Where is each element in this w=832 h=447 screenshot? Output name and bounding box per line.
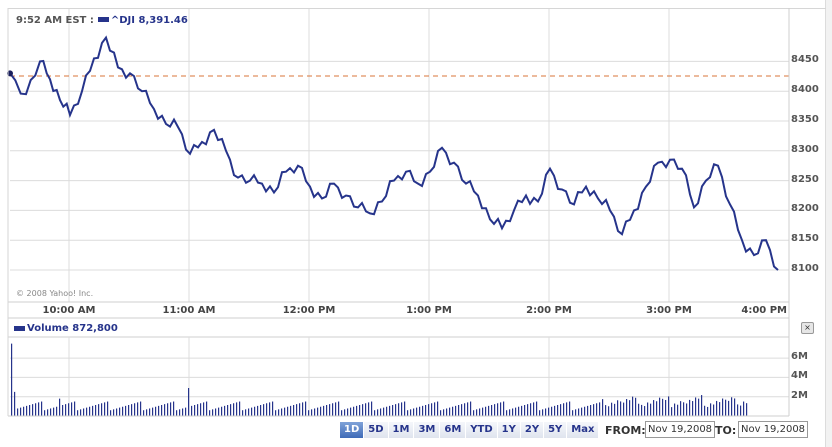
time-tick-label: 4:00 PM (741, 305, 787, 316)
volume-tick-label: 2M (791, 389, 808, 401)
time-tick-label: 2:00 PM (526, 305, 572, 316)
range-selector: 1D 5D 1M 3M 6M YTD 1Y 2Y 5Y Max (340, 422, 600, 438)
price-tick-label: 8100 (791, 263, 819, 274)
quote-header: 9:52 AM EST : ^DJI 8,391.46 (16, 15, 188, 26)
price-tick-label: 8300 (791, 143, 819, 155)
price-tick-label: 8250 (791, 173, 819, 185)
to-date-input[interactable]: Nov 19,2008 (738, 421, 809, 438)
to-label: TO: (715, 424, 737, 437)
time-tick-label: 3:00 PM (646, 305, 692, 316)
quote-time: 9:52 AM EST : (16, 15, 94, 26)
price-tick-label: 8400 (791, 84, 819, 96)
volume-bars (11, 343, 748, 416)
volume-tick-label: 4M (791, 370, 808, 382)
quote-symbol: ^DJI (110, 15, 135, 26)
range-button-2y[interactable]: 2Y (520, 422, 545, 438)
top-border (8, 8, 826, 9)
volume-value: 872,800 (72, 323, 118, 334)
range-button-5d[interactable]: 5D (364, 422, 389, 438)
range-button-1d[interactable]: 1D (340, 422, 365, 438)
quote-value: 8,391.46 (138, 15, 188, 26)
copyright: © 2008 Yahoo! Inc. (16, 289, 94, 298)
from-label: FROM: (605, 424, 646, 437)
volume-header: Volume 872,800 (14, 323, 118, 334)
outer-border (825, 0, 832, 447)
volume-label: Volume (27, 323, 69, 334)
range-button-max[interactable]: Max (567, 422, 600, 438)
range-button-1m[interactable]: 1M (388, 422, 415, 438)
price-tick-label: 8350 (791, 114, 819, 125)
range-button-ytd[interactable]: YTD (466, 422, 498, 438)
price-tick-label: 8450 (791, 54, 819, 66)
price-tick-label: 8200 (791, 203, 819, 215)
volume-swatch-icon (14, 325, 25, 331)
volume-tick-label: 6M (791, 351, 808, 363)
series-swatch-icon (97, 17, 109, 22)
price-grid (10, 9, 789, 302)
time-tick-label: 12:00 PM (282, 305, 336, 316)
volume-grid (10, 337, 789, 416)
close-volume-button[interactable]: × (801, 322, 814, 334)
range-button-6m[interactable]: 6M (440, 422, 467, 438)
price-tick-label: 8150 (791, 233, 819, 245)
range-button-1y[interactable]: 1Y (497, 422, 521, 438)
time-tick-label: 10:00 AM (42, 305, 96, 316)
time-tick-label: 1:00 PM (406, 305, 452, 316)
price-line (9, 35, 779, 271)
from-date-input[interactable]: Nov 19,2008 (645, 421, 716, 438)
time-tick-label: 11:00 AM (162, 305, 216, 316)
range-button-5y[interactable]: 5Y (544, 422, 568, 438)
range-button-3m[interactable]: 3M (414, 422, 441, 438)
